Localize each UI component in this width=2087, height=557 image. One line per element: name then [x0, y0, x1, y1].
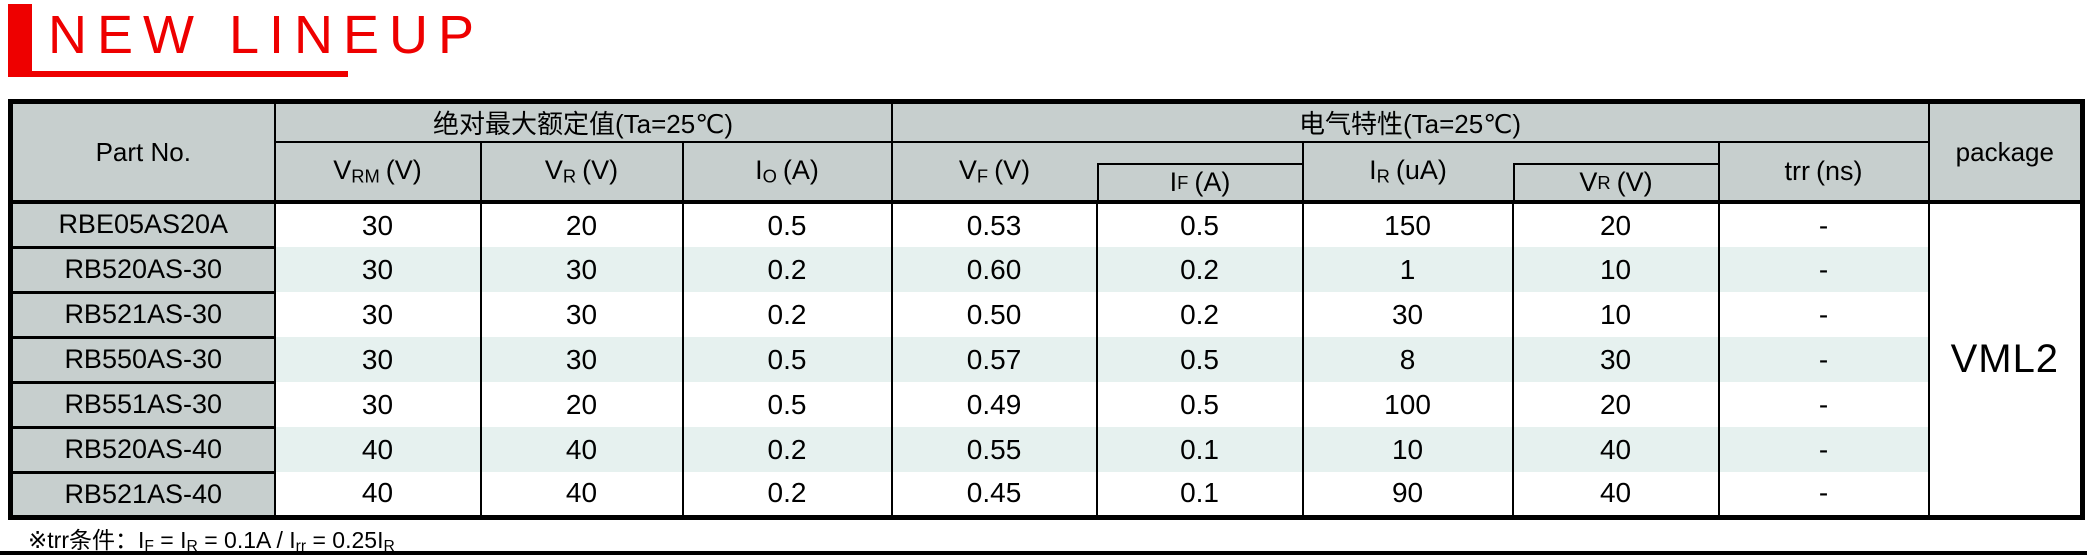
column-header-vrm: VRM (V)	[274, 142, 482, 204]
title-accent-bar	[8, 4, 32, 73]
column-header-vr: VR (V)	[480, 142, 684, 204]
vr-value: 40	[479, 427, 684, 472]
page-title: NEW LINEUP	[48, 5, 485, 65]
column-header-package: package	[1927, 101, 2083, 204]
vf-value: 0.53	[890, 202, 1098, 247]
part-no-cell: RB521AS-40	[10, 472, 276, 517]
table-row: RB550AS-30 30 30 0.5 0.57 0.5 8 30 -	[10, 337, 2083, 384]
table-row: RB551AS-30 30 20 0.5 0.49 0.5 100 20 -	[10, 382, 2083, 429]
ir-value: 1	[1301, 247, 1514, 292]
trr-value: -	[1717, 247, 1930, 292]
table-row: RB521AS-30 30 30 0.2 0.50 0.2 30 10 -	[10, 292, 2083, 339]
trr-value: -	[1717, 382, 1930, 427]
vr-cond-value: 40	[1511, 427, 1720, 472]
column-header-part-no: Part No.	[10, 101, 276, 204]
io-value: 0.5	[681, 382, 893, 427]
if-value: 0.5	[1095, 382, 1304, 427]
vrm-value: 30	[273, 292, 482, 337]
vrm-value: 40	[273, 472, 482, 517]
vr-cond-value: 20	[1511, 202, 1720, 247]
io-value: 0.2	[681, 472, 893, 517]
if-value: 0.5	[1095, 337, 1304, 382]
vrm-value: 30	[273, 382, 482, 427]
table-row: RB521AS-40 40 40 0.2 0.45 0.1 90 40 -	[10, 472, 2083, 517]
vr-cond-value: 20	[1511, 382, 1720, 427]
vr-value: 20	[479, 202, 684, 247]
trr-value: -	[1717, 202, 1930, 247]
if-value: 0.2	[1095, 247, 1304, 292]
ir-value: 150	[1301, 202, 1514, 247]
trr-value: -	[1717, 292, 1930, 337]
column-header-trr: trr (ns)	[1718, 142, 1929, 204]
vf-value: 0.45	[890, 472, 1098, 517]
io-value: 0.2	[681, 292, 893, 337]
vrm-value: 30	[273, 337, 482, 382]
if-condition-box: I F (A)	[1096, 163, 1301, 198]
column-header-if: I F (A)	[1096, 142, 1304, 204]
group-header-absolute-max: 绝对最大额定值(Ta=25℃)	[273, 101, 893, 143]
vr-value: 20	[479, 382, 684, 427]
if-value: 0.1	[1095, 472, 1304, 517]
ir-value: 30	[1301, 292, 1514, 337]
trr-value: -	[1717, 472, 1930, 517]
page-divider-line	[0, 551, 2087, 555]
table-row: RB520AS-40 40 40 0.2 0.55 0.1 10 40 -	[10, 427, 2083, 474]
vr-cond-value: 30	[1511, 337, 1720, 382]
column-header-ir: IR (uA)	[1302, 142, 1513, 204]
table-row: RB520AS-30 30 30 0.2 0.60 0.2 1 10 -	[10, 247, 2083, 294]
vf-value: 0.60	[890, 247, 1098, 292]
column-header-vr-condition: V R (V)	[1512, 142, 1720, 204]
part-no-cell: RBE05AS20A	[10, 202, 276, 249]
part-no-cell: RB521AS-30	[10, 292, 276, 339]
ir-value: 100	[1301, 382, 1514, 427]
part-no-cell: RB520AS-30	[10, 247, 276, 294]
io-value: 0.5	[681, 337, 893, 382]
vf-value: 0.57	[890, 337, 1098, 382]
package-value: VML2	[1927, 202, 2083, 517]
part-no-cell: RB551AS-30	[10, 382, 276, 429]
vf-value: 0.55	[890, 427, 1098, 472]
column-header-io: IO (A)	[682, 142, 893, 204]
column-header-vf: VF (V)	[891, 142, 1097, 204]
trr-value: -	[1717, 427, 1930, 472]
vrm-value: 30	[273, 202, 482, 247]
title-underline	[8, 71, 348, 77]
if-value: 0.5	[1095, 202, 1304, 247]
vr-cond-value: 10	[1511, 292, 1720, 337]
vr-cond-value: 40	[1511, 472, 1720, 517]
vr-value: 30	[479, 247, 684, 292]
vr-condition-box: V R (V)	[1512, 163, 1717, 198]
vr-value: 30	[479, 292, 684, 337]
vr-cond-value: 10	[1511, 247, 1720, 292]
vf-value: 0.49	[890, 382, 1098, 427]
ir-value: 8	[1301, 337, 1514, 382]
ir-value: 90	[1301, 472, 1514, 517]
ir-value: 10	[1301, 427, 1514, 472]
vr-value: 30	[479, 337, 684, 382]
vr-value: 40	[479, 472, 684, 517]
vrm-value: 40	[273, 427, 482, 472]
lineup-spec-table: Part No. 绝对最大额定值(Ta=25℃) 电气特性(Ta=25℃) pa…	[8, 99, 2086, 520]
part-no-cell: RB520AS-40	[10, 427, 276, 474]
part-no-cell: RB550AS-30	[10, 337, 276, 384]
table-row: RBE05AS20A 30 20 0.5 0.53 0.5 150 20 - V…	[10, 202, 2083, 517]
if-value: 0.2	[1095, 292, 1304, 337]
trr-condition-footnote: ※trr条件：IF = IR = 0.1A / Irr = 0.25IR	[28, 527, 395, 555]
io-value: 0.2	[681, 427, 893, 472]
vf-value: 0.50	[890, 292, 1098, 337]
if-value: 0.1	[1095, 427, 1304, 472]
group-header-electrical: 电气特性(Ta=25℃)	[891, 101, 1930, 143]
io-value: 0.2	[681, 247, 893, 292]
trr-value: -	[1717, 337, 1930, 382]
io-value: 0.5	[681, 202, 893, 247]
vrm-value: 30	[273, 247, 482, 292]
